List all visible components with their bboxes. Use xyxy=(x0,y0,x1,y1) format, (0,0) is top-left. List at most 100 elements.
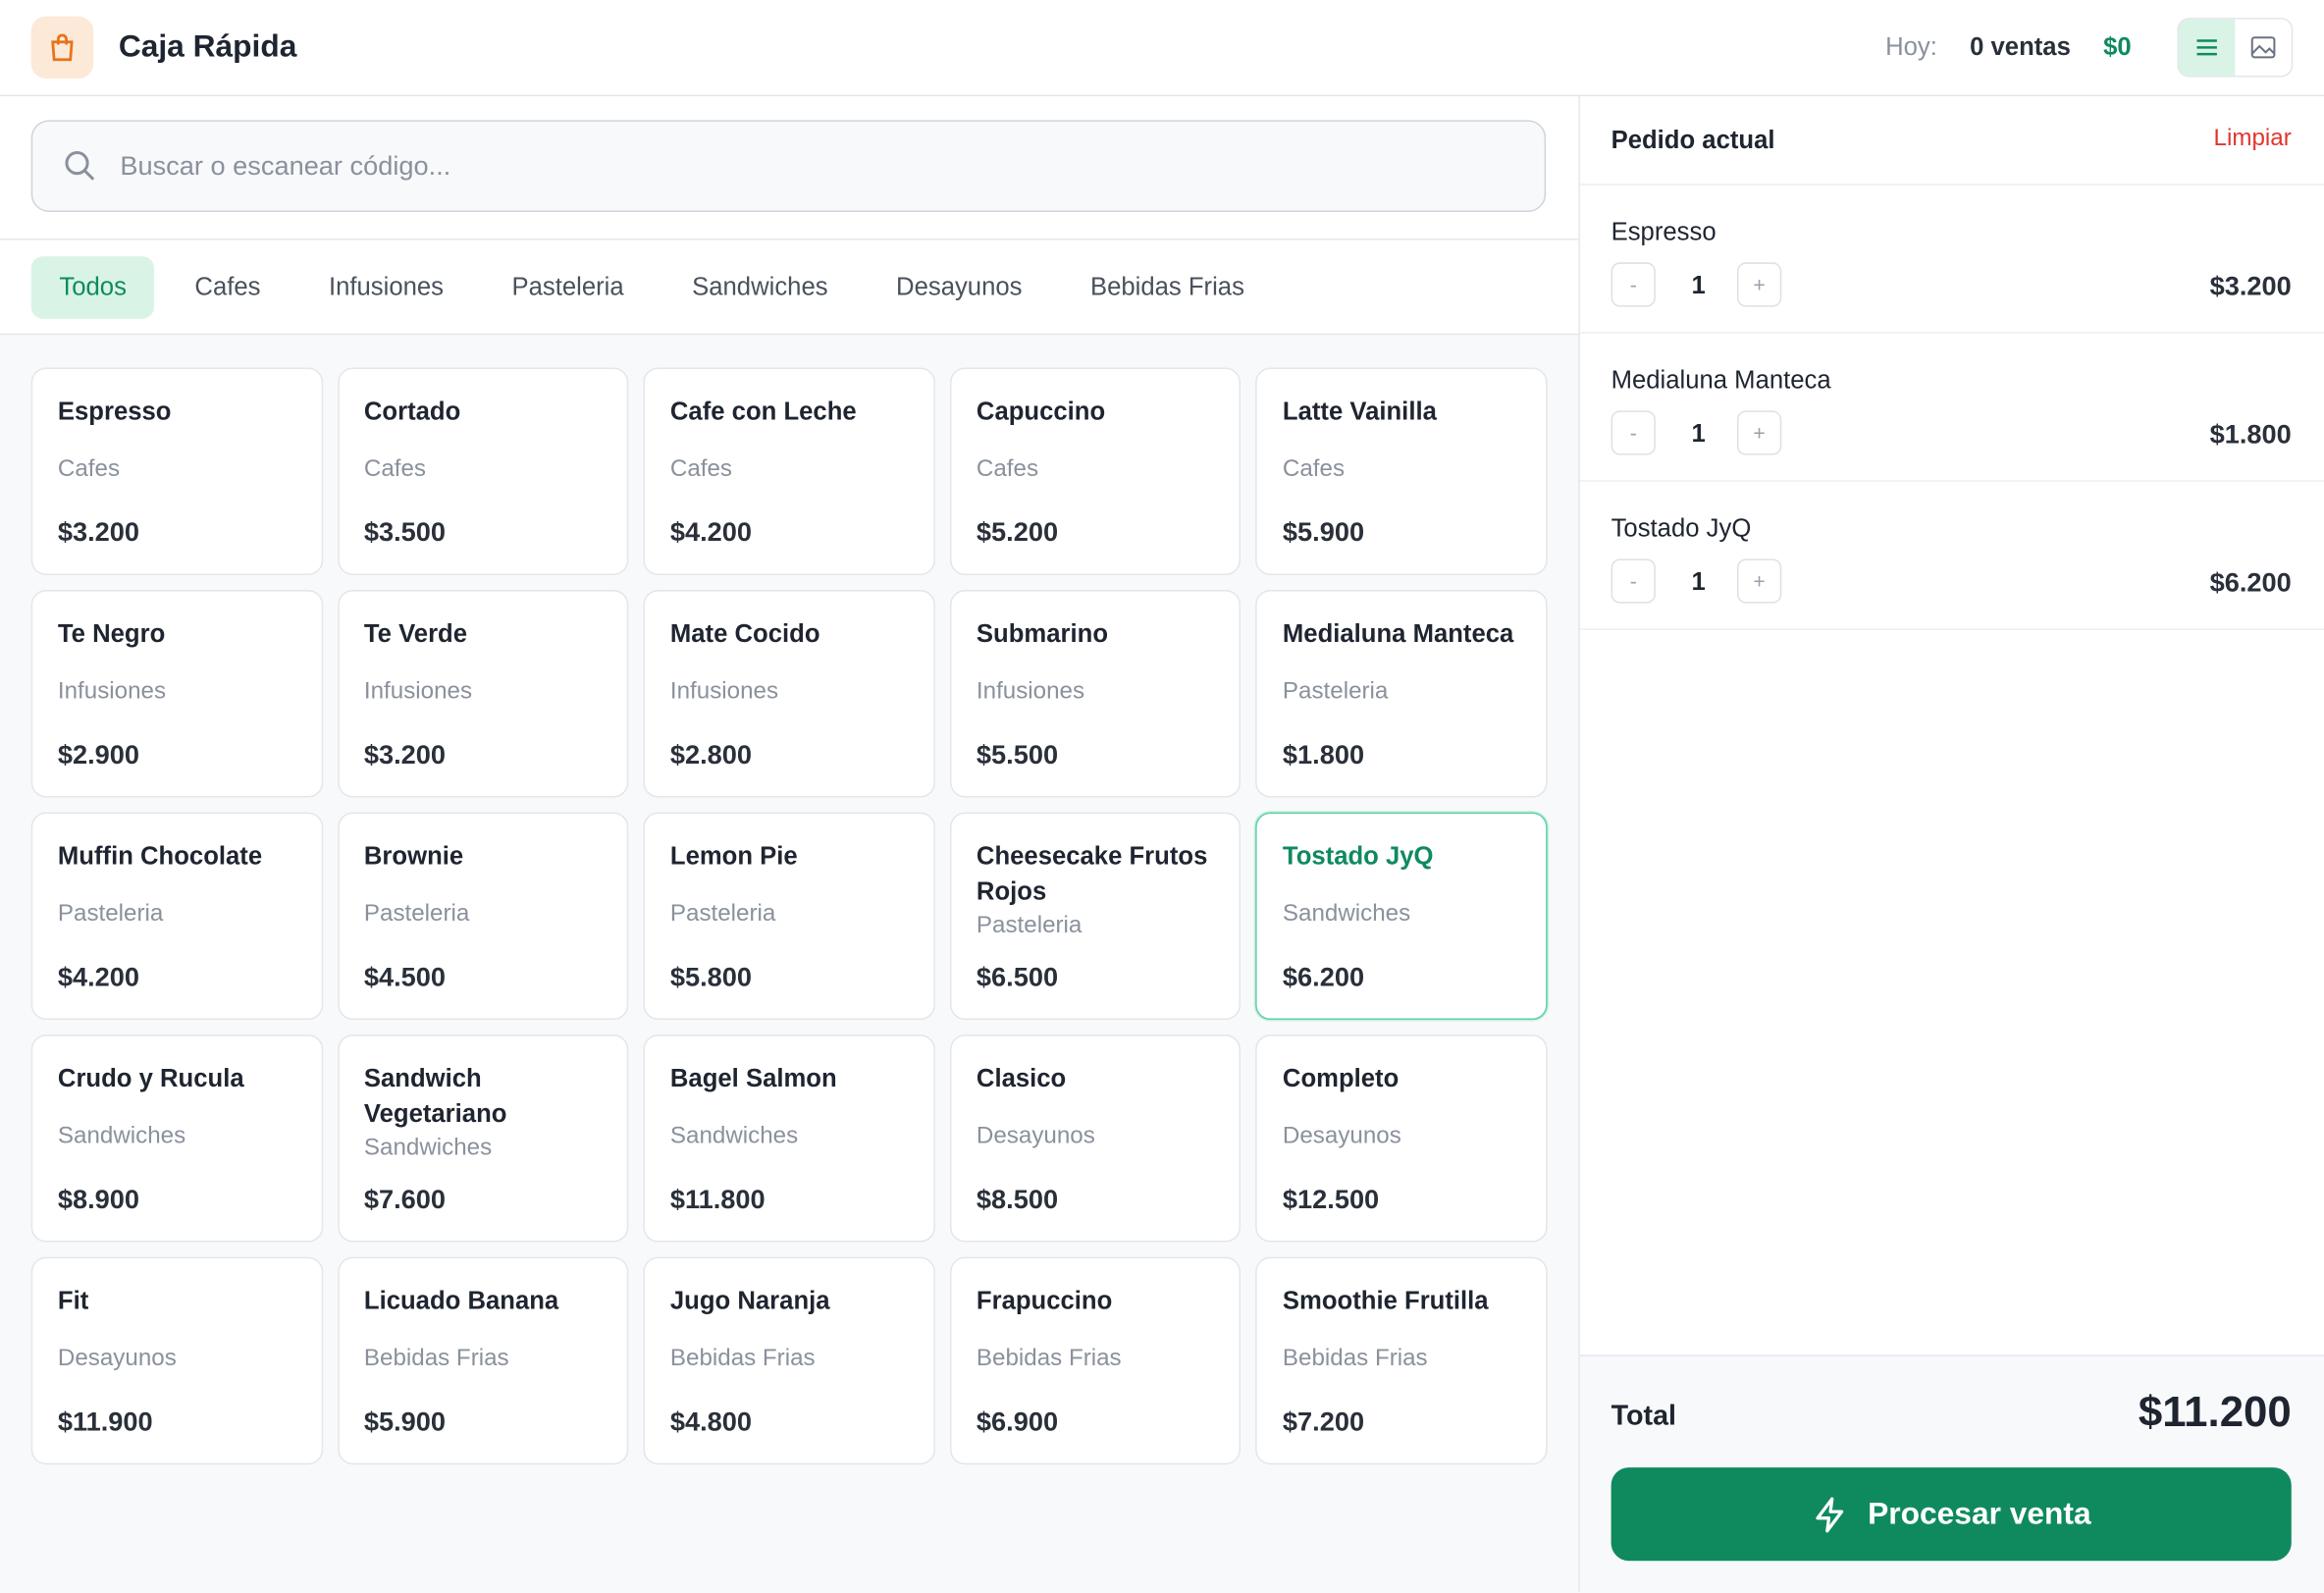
item-price: $1.800 xyxy=(2209,419,2292,450)
clear-button[interactable]: Limpiar xyxy=(2213,126,2292,152)
increase-button[interactable]: + xyxy=(1736,410,1782,455)
product-price: $4.500 xyxy=(363,962,447,992)
product-card[interactable]: Mate Cocido Infusiones $2.800 xyxy=(643,590,935,798)
product-name: Clasico xyxy=(976,1064,1067,1093)
product-info: Medialuna Manteca Pasteleria xyxy=(1283,616,1521,706)
product-card[interactable]: Bagel Salmon Sandwiches $11.800 xyxy=(643,1035,935,1243)
product-card[interactable]: Te Verde Infusiones $3.200 xyxy=(337,590,629,798)
product-info: Tostado JyQ Sandwiches xyxy=(1283,839,1521,929)
product-info: Capuccino Cafes xyxy=(977,395,1215,484)
decrease-button[interactable]: - xyxy=(1611,262,1656,307)
category-tab[interactable]: Infusiones xyxy=(328,272,444,300)
product-card[interactable]: Latte Vainilla Cafes $5.900 xyxy=(1255,367,1548,575)
product-card[interactable]: Cafe con Leche Cafes $4.200 xyxy=(643,367,935,575)
product-price: $4.800 xyxy=(669,1407,753,1437)
product-info: Lemon Pie Pasteleria xyxy=(670,839,909,929)
product-name: Lemon Pie xyxy=(669,841,798,871)
product-category: Cafes xyxy=(57,456,121,482)
category-tab[interactable]: Desayunos xyxy=(896,272,1023,300)
product-name: Completo xyxy=(1282,1064,1400,1093)
product-name: Sandwich Vegetariano xyxy=(363,1064,507,1129)
product-name: Cafe con Leche xyxy=(669,397,857,426)
category-tab[interactable]: Pasteleria xyxy=(511,272,624,300)
product-card[interactable]: Cheesecake Frutos Rojos Pasteleria $6.500 xyxy=(949,812,1241,1021)
product-category: Pasteleria xyxy=(363,901,470,927)
product-price: $5.200 xyxy=(976,517,1059,548)
product-card[interactable]: Completo Desayunos $12.500 xyxy=(1255,1035,1548,1243)
decrease-button[interactable]: - xyxy=(1611,558,1656,604)
product-info: Espresso Cafes xyxy=(58,395,296,484)
category-tab[interactable]: Cafes xyxy=(194,272,261,300)
product-card[interactable]: Cortado Cafes $3.500 xyxy=(337,367,629,575)
product-info: Submarino Infusiones xyxy=(977,616,1215,706)
product-name: Espresso xyxy=(57,397,172,426)
product-category: Sandwiches xyxy=(669,1123,799,1149)
view-toggle xyxy=(2177,18,2294,78)
category-tab[interactable]: Todos xyxy=(30,255,155,318)
product-card[interactable]: Brownie Pasteleria $4.500 xyxy=(337,812,629,1021)
category-tab[interactable]: Sandwiches xyxy=(692,272,828,300)
item-quantity: 1 xyxy=(1691,271,1706,300)
product-card[interactable]: Smoothie Frutilla Bebidas Frias $7.200 xyxy=(1255,1256,1548,1465)
product-card[interactable]: Crudo y Rucula Sandwiches $8.900 xyxy=(30,1035,323,1243)
product-card[interactable]: Te Negro Infusiones $2.900 xyxy=(30,590,323,798)
total-value: $11.200 xyxy=(2138,1389,2292,1437)
product-price: $11.900 xyxy=(57,1407,153,1437)
order-header: Pedido actual Limpiar xyxy=(1579,96,2324,186)
product-card[interactable]: Jugo Naranja Bebidas Frias $4.800 xyxy=(643,1256,935,1465)
product-name: Licuado Banana xyxy=(363,1286,559,1315)
product-card[interactable]: Tostado JyQ Sandwiches $6.200 xyxy=(1255,812,1548,1021)
product-name: Frapuccino xyxy=(976,1286,1113,1315)
product-info: Bagel Salmon Sandwiches xyxy=(670,1061,909,1150)
product-card[interactable]: Medialuna Manteca Pasteleria $1.800 xyxy=(1255,590,1548,798)
list-view-button[interactable] xyxy=(2178,19,2236,77)
product-card[interactable]: Clasico Desayunos $8.500 xyxy=(949,1035,1241,1243)
order-panel: Pedido actual Limpiar Espresso - 1 + $3.200 M… xyxy=(1579,96,2324,1593)
product-category: Pasteleria xyxy=(669,901,776,927)
product-price: $1.800 xyxy=(1282,739,1365,770)
product-card[interactable]: Capuccino Cafes $5.200 xyxy=(949,367,1241,575)
order-item: Medialuna Manteca - 1 + $1.800 xyxy=(1579,334,2324,482)
sales-total: $0 xyxy=(2103,32,2132,61)
product-info: Crudo y Rucula Sandwiches xyxy=(58,1061,296,1150)
product-info: Brownie Pasteleria xyxy=(364,839,603,929)
product-card[interactable]: Submarino Infusiones $5.500 xyxy=(949,590,1241,798)
increase-button[interactable]: + xyxy=(1736,262,1782,307)
submit-button[interactable]: Procesar venta xyxy=(1611,1467,2292,1562)
decrease-button[interactable]: - xyxy=(1611,410,1656,455)
category-tab[interactable]: Bebidas Frias xyxy=(1089,272,1244,300)
product-card[interactable]: Licuado Banana Bebidas Frias $5.900 xyxy=(337,1256,629,1465)
product-price: $8.500 xyxy=(976,1184,1059,1214)
sales-count: 0 ventas xyxy=(1970,32,2071,61)
product-name: Crudo y Rucula xyxy=(57,1064,244,1093)
product-name: Latte Vainilla xyxy=(1282,397,1437,426)
product-card[interactable]: Frapuccino Bebidas Frias $6.900 xyxy=(949,1256,1241,1465)
product-price: $6.900 xyxy=(976,1407,1059,1437)
total-label: Total xyxy=(1611,1401,1677,1432)
product-info: Jugo Naranja Bebidas Frias xyxy=(670,1284,909,1373)
product-info: Licuado Banana Bebidas Frias xyxy=(364,1284,603,1373)
product-price: $5.900 xyxy=(1282,517,1365,548)
product-card[interactable]: Fit Desayunos $11.900 xyxy=(30,1256,323,1465)
product-price: $8.900 xyxy=(57,1184,140,1214)
product-category: Bebidas Frias xyxy=(1282,1346,1428,1371)
item-quantity: 1 xyxy=(1691,567,1706,597)
product-price: $4.200 xyxy=(669,517,753,548)
product-category: Desayunos xyxy=(976,1123,1095,1149)
image-view-button[interactable] xyxy=(2235,20,2291,76)
product-price: $5.500 xyxy=(976,739,1059,770)
product-category: Infusiones xyxy=(669,678,779,705)
search-input[interactable]: Buscar o escanear código... xyxy=(30,120,1547,212)
product-category: Infusiones xyxy=(363,678,473,705)
product-card[interactable]: Muffin Chocolate Pasteleria $4.200 xyxy=(30,812,323,1021)
increase-button[interactable]: + xyxy=(1736,558,1782,604)
product-card[interactable]: Sandwich Vegetariano Sandwiches $7.600 xyxy=(337,1035,629,1243)
product-info: Te Verde Infusiones xyxy=(364,616,603,706)
product-name: Cortado xyxy=(363,397,461,426)
product-info: Sandwich Vegetariano Sandwiches xyxy=(364,1061,603,1162)
product-grid: Espresso Cafes $3.200 Cortado Cafes $3.500 Caf… xyxy=(30,367,1548,1465)
item-name: Tostado JyQ xyxy=(1611,514,1752,543)
submit-label: Procesar venta xyxy=(1868,1496,2091,1531)
product-card[interactable]: Lemon Pie Pasteleria $5.800 xyxy=(643,812,935,1021)
product-card[interactable]: Espresso Cafes $3.200 xyxy=(30,367,323,575)
